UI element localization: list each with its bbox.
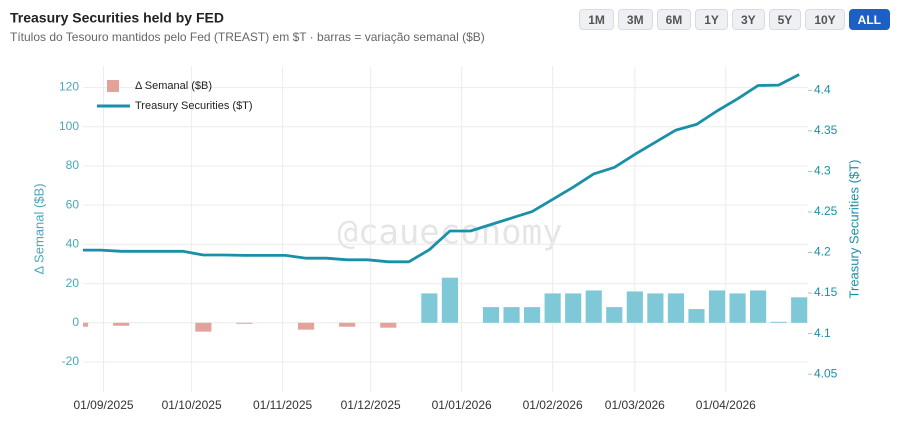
bar	[667, 293, 684, 323]
range-button[interactable]: 3M	[617, 9, 653, 30]
y-tick-label: 120	[59, 80, 79, 94]
bar	[565, 293, 582, 323]
range-button[interactable]: ALL	[848, 9, 890, 30]
bar	[791, 297, 808, 323]
y-tick-label: 100	[59, 119, 79, 133]
y-tick-label: 0	[72, 315, 79, 329]
range-buttons: 1M 3M 6M 1Y 3Y 5Y 10Y ALL	[579, 9, 890, 30]
bar	[606, 307, 623, 323]
x-tick-label: 01/04/2026	[696, 398, 756, 412]
bar	[441, 277, 458, 323]
plot-area	[83, 73, 808, 332]
y-tick-label: 60	[66, 197, 80, 211]
bar	[647, 293, 664, 323]
y2-axis-label: Treasury Securities ($T)	[846, 160, 861, 299]
x-tick-label: 01/02/2026	[523, 398, 583, 412]
range-button[interactable]: 1Y	[695, 9, 728, 30]
bar	[544, 293, 561, 323]
y2-tick-label: 4.2	[814, 245, 831, 259]
bar	[524, 307, 541, 323]
y2-tick-label: 4.3	[814, 164, 831, 178]
bar	[339, 322, 356, 327]
range-button[interactable]: 10Y	[805, 9, 845, 30]
bar	[770, 321, 787, 323]
legend-label: Treasury Securities ($T)	[135, 100, 253, 112]
x-tick-label: 01/03/2026	[605, 398, 665, 412]
x-tick-label: 01/09/2025	[74, 398, 134, 412]
bar	[729, 293, 746, 323]
y2-tick-label: 4.1	[814, 326, 831, 340]
bar	[421, 293, 438, 323]
bar	[380, 322, 397, 328]
bar	[482, 307, 500, 323]
x-tick-label: 01/11/2025	[253, 398, 312, 412]
line	[83, 73, 800, 264]
y-axis-label: Δ Semanal ($B)	[31, 183, 46, 274]
y-tick-label: -20	[62, 354, 80, 368]
y2-tick-label: 4.35	[814, 123, 838, 137]
y2-tick-label: 4.25	[814, 204, 838, 218]
chart-subtitle: Títulos do Tesouro mantidos pelo Fed (TR…	[10, 30, 485, 44]
bar	[626, 291, 643, 323]
y2-tick-label: 4.15	[814, 285, 838, 299]
bar	[195, 322, 212, 332]
range-button[interactable]: 1M	[579, 9, 614, 30]
y2-tick-label: 4.4	[814, 83, 831, 97]
bar	[503, 307, 520, 323]
legend-label: Δ Semanal ($B)	[135, 80, 212, 92]
legend-swatch	[107, 80, 119, 92]
bar	[688, 309, 705, 323]
bar	[113, 322, 130, 326]
y-tick-label: 40	[66, 237, 80, 251]
bar	[298, 322, 315, 330]
y-tick-label: 20	[66, 276, 80, 290]
bar	[83, 322, 89, 327]
bar	[708, 290, 726, 323]
bar	[750, 290, 767, 323]
chart-title: Treasury Securities held by FED	[10, 10, 224, 26]
y-tick-label: 80	[66, 158, 80, 172]
x-tick-label: 01/01/2026	[432, 398, 492, 412]
x-tick-label: 01/12/2025	[341, 398, 401, 412]
range-button[interactable]: 3Y	[731, 9, 765, 30]
bar	[585, 290, 602, 323]
x-tick-label: 01/10/2025	[162, 398, 222, 412]
range-button[interactable]: 6M	[656, 9, 692, 30]
y2-tick-label: 4.05	[814, 366, 838, 380]
bar	[236, 322, 253, 324]
range-button[interactable]: 5Y	[768, 9, 802, 30]
